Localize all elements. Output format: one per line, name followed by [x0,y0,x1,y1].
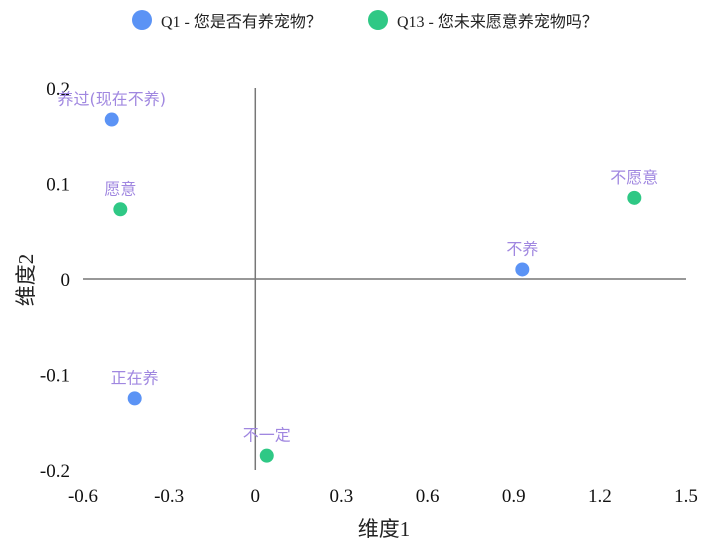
legend-label-q13: Q13 - 您未来愿意养宠物吗？ [397,14,598,31]
data-point[interactable] [127,391,142,406]
x-tick-label: 0.9 [502,486,526,507]
legend-item-q13[interactable]: Q13 - 您未来愿意养宠物吗？ [368,8,598,32]
y-tick-label: -0.1 [40,366,70,387]
x-axis-title: 维度1 [358,517,411,541]
x-tick-labels: -0.6 -0.3 0 0.3 0.6 0.9 1.2 1.5 [68,486,698,507]
data-point[interactable] [113,202,128,217]
x-tick-label: -0.6 [68,486,98,507]
data-point-label: 愿意 [104,179,136,198]
data-point[interactable] [515,262,530,277]
legend-label-q1: Q1 - 您是否有养宠物？ [161,14,322,31]
x-tick-label: 0.6 [416,486,440,507]
data-point-label: 不愿意 [610,168,658,187]
data-point-label: 正在养 [111,368,159,387]
legend-item-q1[interactable]: Q1 - 您是否有养宠物？ [132,8,322,32]
y-axis-title: 维度2 [14,254,38,307]
x-tick-label: 0 [251,486,261,507]
data-point[interactable] [627,190,642,205]
data-point[interactable] [259,448,274,463]
legend: Q1 - 您是否有养宠物？ Q13 - 您未来愿意养宠物吗？ [0,8,702,32]
axes [83,88,686,470]
data-point-label: 不养 [506,239,538,258]
data-point[interactable] [104,112,119,127]
data-point-label: 不一定 [243,426,291,445]
legend-dot-q13 [368,10,388,30]
data-point-label: 养过(现在不养) [57,90,166,109]
x-tick-label: -0.3 [154,486,184,507]
y-tick-label: 0.1 [46,175,70,196]
y-tick-label: 0.2 [46,79,70,100]
y-tick-label: 0 [61,270,71,291]
x-tick-label: 1.5 [674,486,698,507]
y-tick-label: -0.2 [40,461,70,482]
legend-dot-q1 [132,10,152,30]
x-tick-label: 0.3 [330,486,354,507]
x-tick-label: 1.2 [588,486,612,507]
y-tick-labels: 0.2 0.1 0 -0.1 -0.2 [40,79,70,482]
